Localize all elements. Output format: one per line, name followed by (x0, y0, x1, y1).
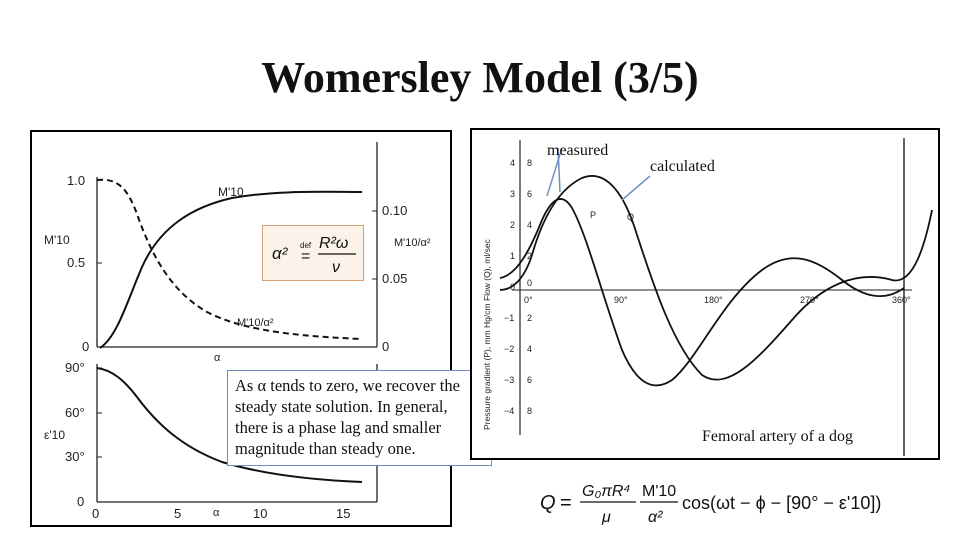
p-tick: 3 (510, 189, 515, 199)
top-right-tick: 0 (382, 339, 389, 354)
formula-tail: cos(ωt − ϕ − [90° − ε'10]) (682, 493, 881, 513)
bottom-y-tick: 0 (77, 494, 84, 509)
pressure-flow-plot: 4 3 2 1 0 −1 −2 −3 −4 8 6 4 2 0 2 4 6 8 … (482, 138, 933, 456)
pf-x-tick: 90° (614, 295, 628, 305)
q-tick: 8 (527, 406, 532, 416)
pf-x-tick: 360° (892, 295, 911, 305)
p-tick: −4 (504, 406, 514, 416)
top-y-tick: 0 (82, 339, 89, 354)
pf-x-tick: 270° (800, 295, 819, 305)
q-curve-label: Q (627, 212, 634, 222)
p-tick: 4 (510, 158, 515, 168)
formula-frac1-num: G₀πR⁴ (582, 483, 630, 500)
bottom-x-tick: 5 (174, 506, 181, 521)
formula-frac1-den: μ (601, 509, 611, 526)
q-tick: 2 (527, 313, 532, 323)
figure-caption: Femoral artery of a dog (702, 428, 854, 445)
bottom-x-tick: 15 (336, 506, 350, 521)
pf-y-label: Pressure gradient (P), mm Hg/cm Flow (Q)… (482, 238, 492, 430)
q-tick: 2 (527, 251, 532, 261)
top-right-tick: 0.05 (382, 271, 407, 286)
p-curve-label: P (590, 210, 596, 220)
slide-title: Womersley Model (3/5) (261, 53, 699, 102)
alpha-definition-box: α² def = R²ω ν (262, 225, 364, 281)
formula-frac2-num: M'10 (642, 483, 676, 500)
lower-curve-label: M'10/α² (237, 317, 274, 329)
calculated-q-curve (499, 175, 933, 381)
formula-lhs: Q (540, 492, 556, 514)
q-tick: 6 (527, 189, 532, 199)
alpha-numerator: R²ω (319, 235, 348, 252)
bottom-x-tick: 0 (92, 506, 99, 521)
bottom-y-tick: 90° (65, 360, 85, 375)
measured-label: measured (547, 142, 609, 159)
calculated-arrow (621, 175, 651, 201)
upper-curve-label: M'10 (218, 185, 244, 199)
womersley-coefficients-figure: 1.0 0.5 0 M'10 0.10 0.05 0 M'10/α² α M'1… (30, 130, 452, 527)
p-tick: 1 (510, 251, 515, 261)
q-tick: 4 (527, 344, 532, 354)
bottom-y-tick: 60° (65, 405, 85, 420)
p-tick: −3 (504, 375, 514, 385)
q-tick: 0 (527, 278, 532, 288)
q-tick: 6 (527, 375, 532, 385)
alpha-symbol: α² (272, 244, 289, 263)
measured-arrow (557, 147, 561, 193)
top-x-label: α (214, 352, 221, 364)
formula-frac2-den: α² (648, 509, 663, 526)
coefficients-plot: 1.0 0.5 0 M'10 0.10 0.05 0 M'10/α² α M'1… (44, 142, 431, 521)
pf-x-tick: 0° (524, 295, 533, 305)
p-tick: −2 (504, 344, 514, 354)
top-right-tick: 0.10 (382, 203, 407, 218)
calculated-label: calculated (650, 158, 715, 175)
top-y-tick: 0.5 (67, 255, 85, 270)
bottom-x-tick: 10 (253, 506, 267, 521)
formula-eq: = (560, 492, 572, 514)
bottom-y-label: ε'10 (44, 428, 65, 442)
alpha-denominator: ν (332, 259, 340, 276)
measured-arrow (546, 147, 563, 197)
q-tick: 8 (527, 158, 532, 168)
top-right-label: M'10/α² (394, 237, 431, 249)
bottom-y-tick: 30° (65, 449, 85, 464)
flow-formula: Q = G₀πR⁴ μ M'10 α² cos(ωt − ϕ − [90° − … (540, 483, 881, 526)
q-tick: 4 (527, 220, 532, 230)
equals-sign: = (301, 248, 310, 265)
def-label: def (300, 241, 312, 250)
top-y-tick: 1.0 (67, 173, 85, 188)
bottom-x-label: α (213, 507, 220, 519)
p-tick: −1 (504, 313, 514, 323)
measured-p-curve (499, 198, 905, 387)
m10-curve (99, 190, 363, 349)
top-y-label: M'10 (44, 233, 70, 247)
explanation-note: As α tends to zero, we recover the stead… (227, 370, 492, 466)
femoral-artery-figure: 4 3 2 1 0 −1 −2 −3 −4 8 6 4 2 0 2 4 6 8 … (470, 128, 940, 460)
pf-x-tick: 180° (704, 295, 723, 305)
p-tick: 2 (510, 220, 515, 230)
phase-curve (96, 367, 363, 483)
m10-over-alpha2-curve (96, 178, 363, 340)
